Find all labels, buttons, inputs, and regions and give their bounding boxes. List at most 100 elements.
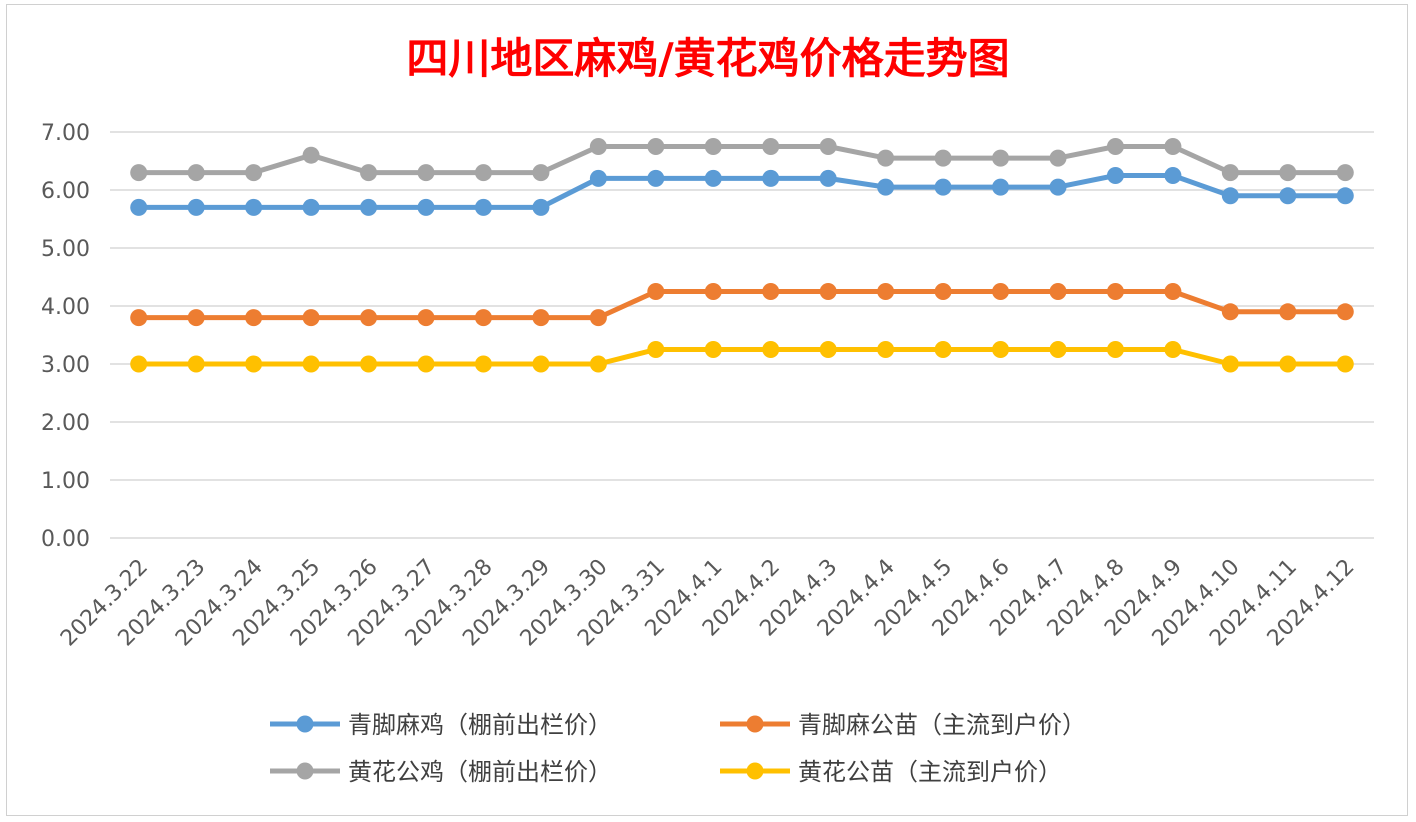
- y-tick-label: 4.00: [41, 295, 90, 320]
- data-point: [934, 283, 952, 300]
- data-point: [1221, 303, 1239, 321]
- data-point: [762, 283, 780, 300]
- data-point: [877, 341, 895, 358]
- data-point: [762, 169, 780, 187]
- data-point: [1106, 283, 1124, 300]
- data-point: [1164, 167, 1182, 184]
- data-point: [1049, 149, 1067, 167]
- data-point: [589, 355, 607, 373]
- data-point: [934, 341, 952, 358]
- data-point: [187, 355, 205, 373]
- data-point: [704, 138, 722, 155]
- data-point: [360, 164, 378, 182]
- chart-title: 四川地区麻鸡/黄花鸡价格走势图: [406, 34, 1009, 83]
- data-point: [877, 178, 895, 196]
- legend: 青脚麻鸡（棚前出栏价） 青脚麻公苗（主流到户价） 黄花公鸡（棚前出栏价） 黄花公苗（主…: [270, 711, 1086, 786]
- data-point: [1106, 167, 1124, 184]
- series-3: [130, 341, 1354, 373]
- series-0: [130, 167, 1354, 216]
- data-point: [245, 164, 263, 182]
- legend-label: 黄花公苗（主流到户价）: [798, 758, 1062, 786]
- data-point: [1279, 303, 1297, 321]
- data-point: [302, 198, 320, 216]
- data-point: [589, 169, 607, 187]
- y-tick-label: 7.00: [41, 121, 90, 146]
- series-2: [130, 138, 1354, 182]
- data-point: [130, 164, 148, 182]
- data-point: [762, 138, 780, 155]
- data-point: [417, 355, 435, 373]
- data-point: [877, 283, 895, 300]
- legend-item: 青脚麻公苗（主流到户价）: [720, 711, 1086, 739]
- data-point: [819, 341, 837, 358]
- data-point: [474, 309, 492, 327]
- legend-swatch-marker: [296, 762, 314, 780]
- series-1: [130, 283, 1354, 327]
- data-point: [417, 309, 435, 327]
- legend-swatch-marker: [296, 715, 314, 733]
- y-tick-label: 0.00: [41, 527, 90, 552]
- y-tick-label: 3.00: [41, 353, 90, 378]
- y-tick-label: 5.00: [41, 237, 90, 262]
- data-point: [819, 138, 837, 155]
- data-point: [647, 169, 665, 187]
- series-line: [136, 347, 1348, 367]
- data-point: [1221, 355, 1239, 373]
- data-point: [1049, 283, 1067, 300]
- data-point: [992, 149, 1010, 167]
- data-point: [187, 164, 205, 182]
- y-tick-label: 2.00: [41, 411, 90, 436]
- data-point: [245, 309, 263, 327]
- data-point: [245, 355, 263, 373]
- legend-item: 黄花公鸡（棚前出栏价）: [270, 758, 612, 786]
- data-point: [647, 341, 665, 358]
- data-point: [417, 164, 435, 182]
- x-axis-ticks: 2024.3.222024.3.232024.3.242024.3.252024…: [56, 555, 1359, 652]
- data-point: [474, 355, 492, 373]
- data-point: [1221, 164, 1239, 182]
- data-point: [417, 198, 435, 216]
- data-point: [474, 198, 492, 216]
- series-line: [136, 289, 1348, 321]
- gridlines: [110, 131, 1374, 539]
- data-point: [1279, 187, 1297, 205]
- legend-item: 青脚麻鸡（棚前出栏价）: [270, 711, 612, 739]
- series-group: [130, 138, 1354, 373]
- data-point: [1049, 178, 1067, 196]
- y-tick-label: 1.00: [41, 469, 90, 494]
- data-point: [130, 198, 148, 216]
- data-point: [1336, 303, 1354, 321]
- data-point: [1336, 187, 1354, 205]
- data-point: [1164, 283, 1182, 300]
- data-point: [532, 355, 550, 373]
- data-point: [647, 283, 665, 300]
- data-point: [474, 164, 492, 182]
- legend-swatch-marker: [746, 762, 764, 780]
- series-line: [136, 173, 1348, 210]
- data-point: [360, 309, 378, 327]
- data-point: [992, 283, 1010, 300]
- data-point: [1106, 341, 1124, 358]
- data-point: [302, 355, 320, 373]
- data-point: [1336, 355, 1354, 373]
- data-point: [360, 355, 378, 373]
- data-point: [130, 309, 148, 327]
- data-point: [302, 309, 320, 327]
- data-point: [532, 164, 550, 182]
- data-point: [1164, 138, 1182, 155]
- data-point: [130, 355, 148, 373]
- data-point: [877, 149, 895, 167]
- data-point: [187, 198, 205, 216]
- legend-label: 青脚麻鸡（棚前出栏价）: [348, 711, 612, 739]
- legend-label: 黄花公鸡（棚前出栏价）: [348, 758, 612, 786]
- data-point: [992, 178, 1010, 196]
- data-point: [819, 283, 837, 300]
- data-point: [1164, 341, 1182, 358]
- data-point: [819, 169, 837, 187]
- data-point: [532, 309, 550, 327]
- data-point: [1049, 341, 1067, 358]
- y-axis-ticks: 0.00 1.00 2.00 3.00 4.00 5.00 6.00 7.00: [41, 121, 90, 552]
- data-point: [934, 178, 952, 196]
- data-point: [992, 341, 1010, 358]
